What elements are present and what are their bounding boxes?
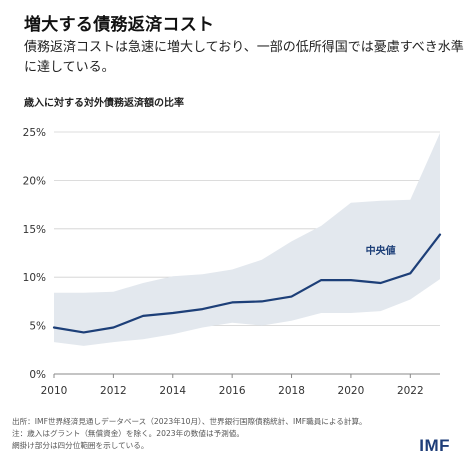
y-tick-label: 5% xyxy=(29,321,46,333)
imf-logo: IMF xyxy=(419,436,450,455)
x-tick-label: 2012 xyxy=(100,385,127,397)
y-axis-label: 歳入に対する対外債務返済額の比率 xyxy=(24,98,184,109)
x-tick-label: 2016 xyxy=(219,385,246,397)
x-tick-label: 2018 xyxy=(278,385,305,397)
y-tick-label: 10% xyxy=(23,272,46,284)
y-tick-label: 0% xyxy=(29,369,46,381)
x-tick-label: 2014 xyxy=(159,385,186,397)
y-tick-label: 20% xyxy=(23,175,46,187)
footer-notes: 出所：IMF世界経済見通しデータベース（2023年10月）、世界銀行国際債務統計… xyxy=(12,416,412,452)
x-tick-label: 2022 xyxy=(397,385,424,397)
note-shading: 網掛け部分は四分位範囲を示している。 xyxy=(12,441,149,450)
note-revenue: 注：歳入はグラント（無償資金）を除く。2023年の数値は予測値。 xyxy=(12,429,244,438)
x-tick-label: 2020 xyxy=(338,385,365,397)
x-tick-label: 2010 xyxy=(41,385,68,397)
interquartile-band xyxy=(54,133,440,346)
y-tick-label: 15% xyxy=(23,224,46,236)
chart-title: 増大する債務返済コスト xyxy=(24,15,215,35)
source-note: 出所：IMF世界経済見通しデータベース（2023年10月）、世界銀行国際債務統計… xyxy=(12,417,367,426)
median-line xyxy=(52,233,442,334)
chart-subtitle: 債務返済コストは急速に増大しており、一部の低所得国では憂慮すべき水準に達している… xyxy=(24,40,464,75)
y-tick-label: 25% xyxy=(23,127,46,139)
median-label: 中央値 xyxy=(366,244,396,257)
